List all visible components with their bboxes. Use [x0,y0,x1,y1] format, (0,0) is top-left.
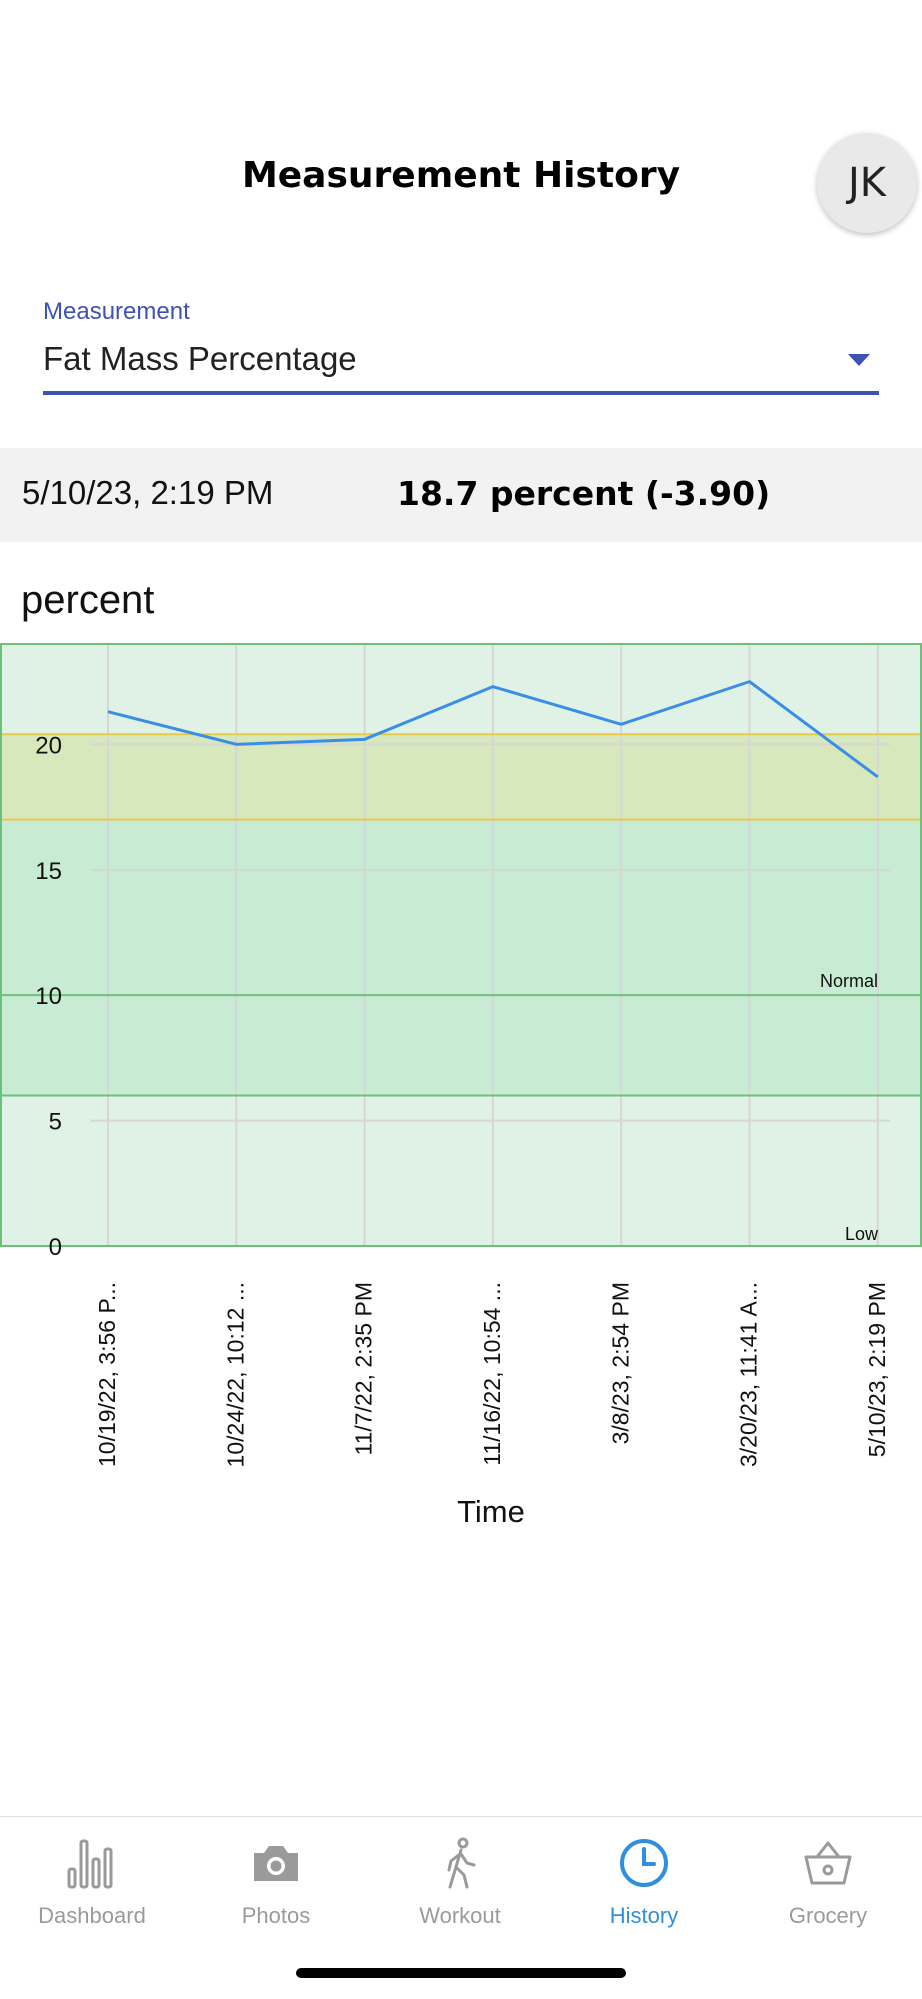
measurement-select-value[interactable]: Fat Mass Percentage [43,340,357,378]
avatar[interactable]: JK [817,133,917,233]
x-tick-label: 5/10/23, 2:19 PM [864,1282,890,1457]
range-band [1,734,922,819]
clock-icon [618,1837,670,1889]
dropdown-arrow-icon[interactable] [848,354,870,366]
x-tick-label: 11/16/22, 10:54 ... [479,1282,505,1466]
measurement-chart: Low Normal 0 5 10 15 20 10/19/22, 3:56 P... 10/2… [0,600,922,1540]
walking-icon [434,1837,486,1889]
x-tick-label: 10/24/22, 10:12 ... [222,1282,248,1467]
nav-item-workout[interactable]: Workout [368,1827,552,1947]
nav-label-history: History [552,1903,736,1929]
latest-value: 18.7 percent (-3.90) [397,474,770,513]
camera-icon [250,1837,302,1889]
range-band [1,820,922,996]
y-tick-label: 10 [35,983,62,1010]
range-band [1,995,922,1095]
x-tick-label: 3/20/23, 11:41 A... [736,1282,762,1467]
y-tick-label: 15 [35,858,62,885]
range-band [1,1096,922,1247]
measurement-select-underline [43,391,879,395]
measurement-select-label: Measurement [43,298,190,326]
nav-label-grocery: Grocery [736,1903,920,1929]
nav-item-dashboard[interactable]: Dashboard [0,1827,184,1947]
band-label: Low [845,1224,879,1244]
x-axis-title: Time [457,1494,525,1529]
home-indicator [296,1968,626,1978]
nav-item-grocery[interactable]: Grocery [736,1827,920,1947]
y-tick-label: 0 [49,1234,62,1261]
x-tick-label: 11/7/22, 2:35 PM [351,1282,377,1455]
y-tick-label: 5 [49,1109,62,1136]
nav-label-workout: Workout [368,1903,552,1929]
x-tick-label: 10/19/22, 3:56 P... [94,1282,120,1467]
nav-label-photos: Photos [184,1903,368,1929]
page-title: Measurement History [0,155,922,196]
x-tick-label: 3/8/23, 2:54 PM [607,1282,633,1444]
nav-item-history[interactable]: History [552,1827,736,1947]
nav-item-photos[interactable]: Photos [184,1827,368,1947]
nav-label-dashboard: Dashboard [0,1903,184,1929]
bar-chart-icon [66,1837,118,1889]
basket-icon [802,1837,854,1889]
y-tick-label: 20 [35,732,62,759]
band-label: Normal [820,971,878,991]
latest-date: 5/10/23, 2:19 PM [22,474,273,512]
